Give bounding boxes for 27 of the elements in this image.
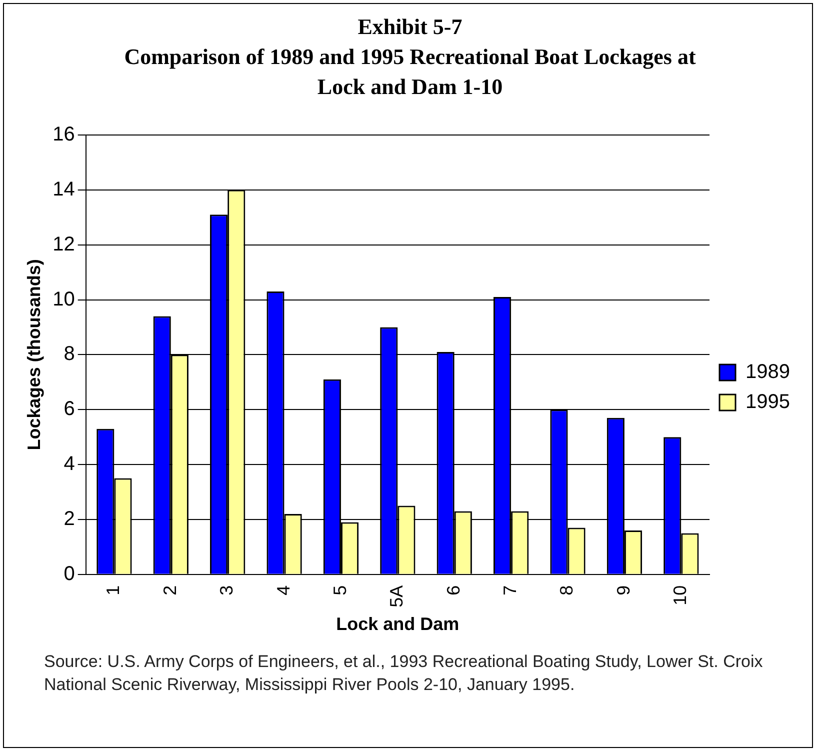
x-tick-label: 1 [103, 585, 124, 596]
x-tick-label: 4 [273, 585, 294, 596]
y-tick-label: 2 [64, 508, 75, 530]
y-tick-label: 4 [64, 453, 75, 476]
y-axis-title: Lockages (thousands) [24, 259, 44, 450]
x-axis-title: Lock and Dam [336, 614, 460, 634]
y-tick-label: 14 [52, 178, 75, 200]
y-tick-label: 10 [52, 288, 75, 310]
y-tick-label: 12 [52, 233, 75, 256]
x-tick-label: 5A [386, 585, 407, 608]
x-tick-label: 6 [443, 585, 464, 596]
x-tick-label: 3 [216, 585, 237, 596]
x-tick-label: 7 [500, 585, 520, 596]
chart-title: Exhibit 5-7 [356, 13, 464, 41]
y-tick-label: 6 [64, 398, 75, 420]
y-tick-label: 8 [64, 343, 75, 366]
x-tick-label: 9 [613, 585, 634, 596]
x-tick-label: 10 [670, 585, 690, 606]
legend-label: 1989 [746, 361, 790, 384]
legend-label: 1995 [746, 391, 790, 414]
chart-subtitle: Comparison of 1989 and 1995 Recreational Boat Lockages at Lock and Dam 1-10 [123, 43, 697, 101]
y-tick-label: 0 [64, 562, 75, 585]
source-note: Source: U.S. Army Corps of Engineers, et al., 1993 Recreational Boating Study, Lower St. Croix National Scenic Riverway, Mississippi River Pools 2-10, January 1995. [44, 651, 764, 696]
x-tick-label: 8 [556, 585, 577, 596]
x-tick-label: 2 [160, 585, 180, 596]
x-tick-label: 5 [330, 585, 350, 596]
y-tick-label: 16 [52, 124, 75, 146]
